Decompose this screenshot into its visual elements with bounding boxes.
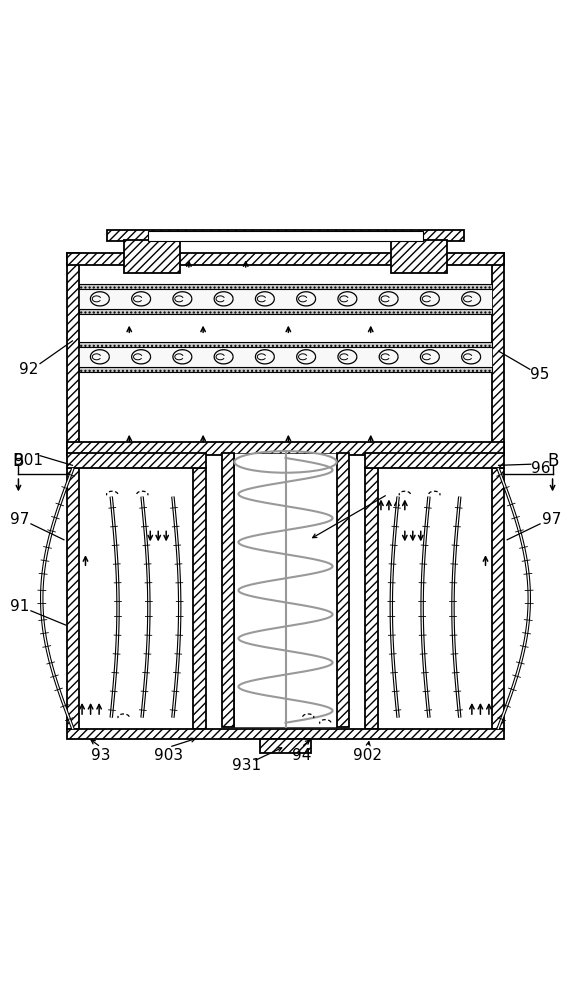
Text: 931: 931 <box>232 758 262 773</box>
Bar <box>194 468 206 729</box>
Text: 97: 97 <box>10 512 29 527</box>
Text: 91: 91 <box>10 599 29 614</box>
Bar <box>365 453 504 468</box>
Text: 903: 903 <box>154 748 184 763</box>
Text: 97: 97 <box>542 512 561 527</box>
Bar <box>79 265 492 442</box>
Bar <box>492 468 504 729</box>
Bar <box>260 739 311 753</box>
Bar <box>67 253 79 455</box>
Bar <box>79 309 492 314</box>
Bar <box>391 240 448 273</box>
Text: 94: 94 <box>292 748 311 763</box>
Text: 902: 902 <box>353 748 383 763</box>
Bar <box>107 230 464 241</box>
Bar <box>148 231 423 241</box>
Bar <box>222 453 234 727</box>
Bar <box>337 453 349 727</box>
Bar <box>492 253 504 455</box>
Bar <box>234 453 337 727</box>
Bar <box>79 342 492 347</box>
Bar <box>79 289 492 309</box>
Text: B: B <box>547 452 558 470</box>
Bar <box>377 468 492 729</box>
Text: 96: 96 <box>532 461 551 476</box>
Text: B: B <box>13 452 24 470</box>
Bar <box>67 729 504 739</box>
Text: 901: 901 <box>14 453 43 468</box>
Text: 92: 92 <box>19 362 38 377</box>
Text: 93: 93 <box>91 748 111 763</box>
Bar <box>79 468 194 729</box>
Bar <box>365 468 377 729</box>
Bar <box>67 453 206 468</box>
Text: 95: 95 <box>530 367 550 382</box>
Bar <box>79 284 492 289</box>
Bar <box>79 367 492 372</box>
Bar <box>123 240 180 273</box>
Bar <box>67 468 79 729</box>
Bar <box>67 253 504 265</box>
Bar <box>67 442 504 455</box>
Bar <box>79 347 492 367</box>
